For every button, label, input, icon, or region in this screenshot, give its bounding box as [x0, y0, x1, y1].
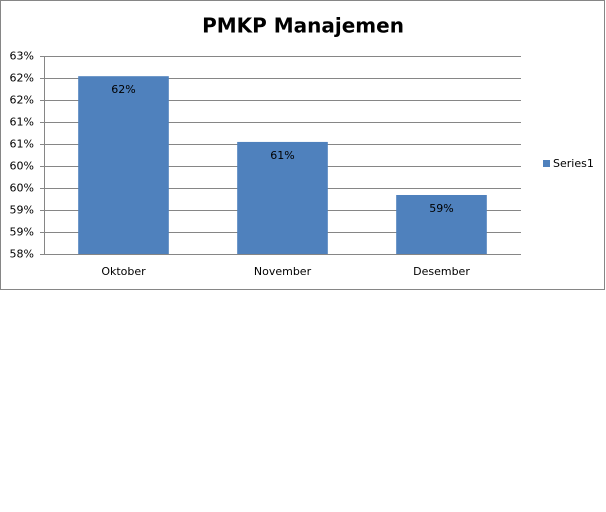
bar	[396, 194, 487, 254]
legend-swatch	[543, 160, 550, 167]
bar	[78, 76, 169, 254]
legend-label: Series1	[553, 157, 594, 170]
data-label: 59%	[429, 202, 453, 215]
y-tick-label: 62%	[10, 72, 34, 85]
y-tick-label: 59%	[10, 226, 34, 239]
bar	[237, 141, 328, 254]
x-tick-label: Oktober	[101, 265, 146, 278]
data-label: 61%	[270, 149, 294, 162]
y-tick-label: 62%	[10, 94, 34, 107]
y-tick-label: 60%	[10, 160, 34, 173]
data-label: 62%	[111, 83, 135, 96]
y-tick-label: 59%	[10, 204, 34, 217]
y-tick-label: 61%	[10, 116, 34, 129]
y-tick-label: 61%	[10, 138, 34, 151]
y-tick-label: 63%	[10, 50, 34, 63]
chart-title: PMKP Manajemen	[202, 14, 404, 38]
x-tick-label: Desember	[413, 265, 470, 278]
x-tick-label: November	[254, 265, 312, 278]
y-tick-label: 60%	[10, 182, 34, 195]
y-tick-label: 58%	[10, 248, 34, 261]
